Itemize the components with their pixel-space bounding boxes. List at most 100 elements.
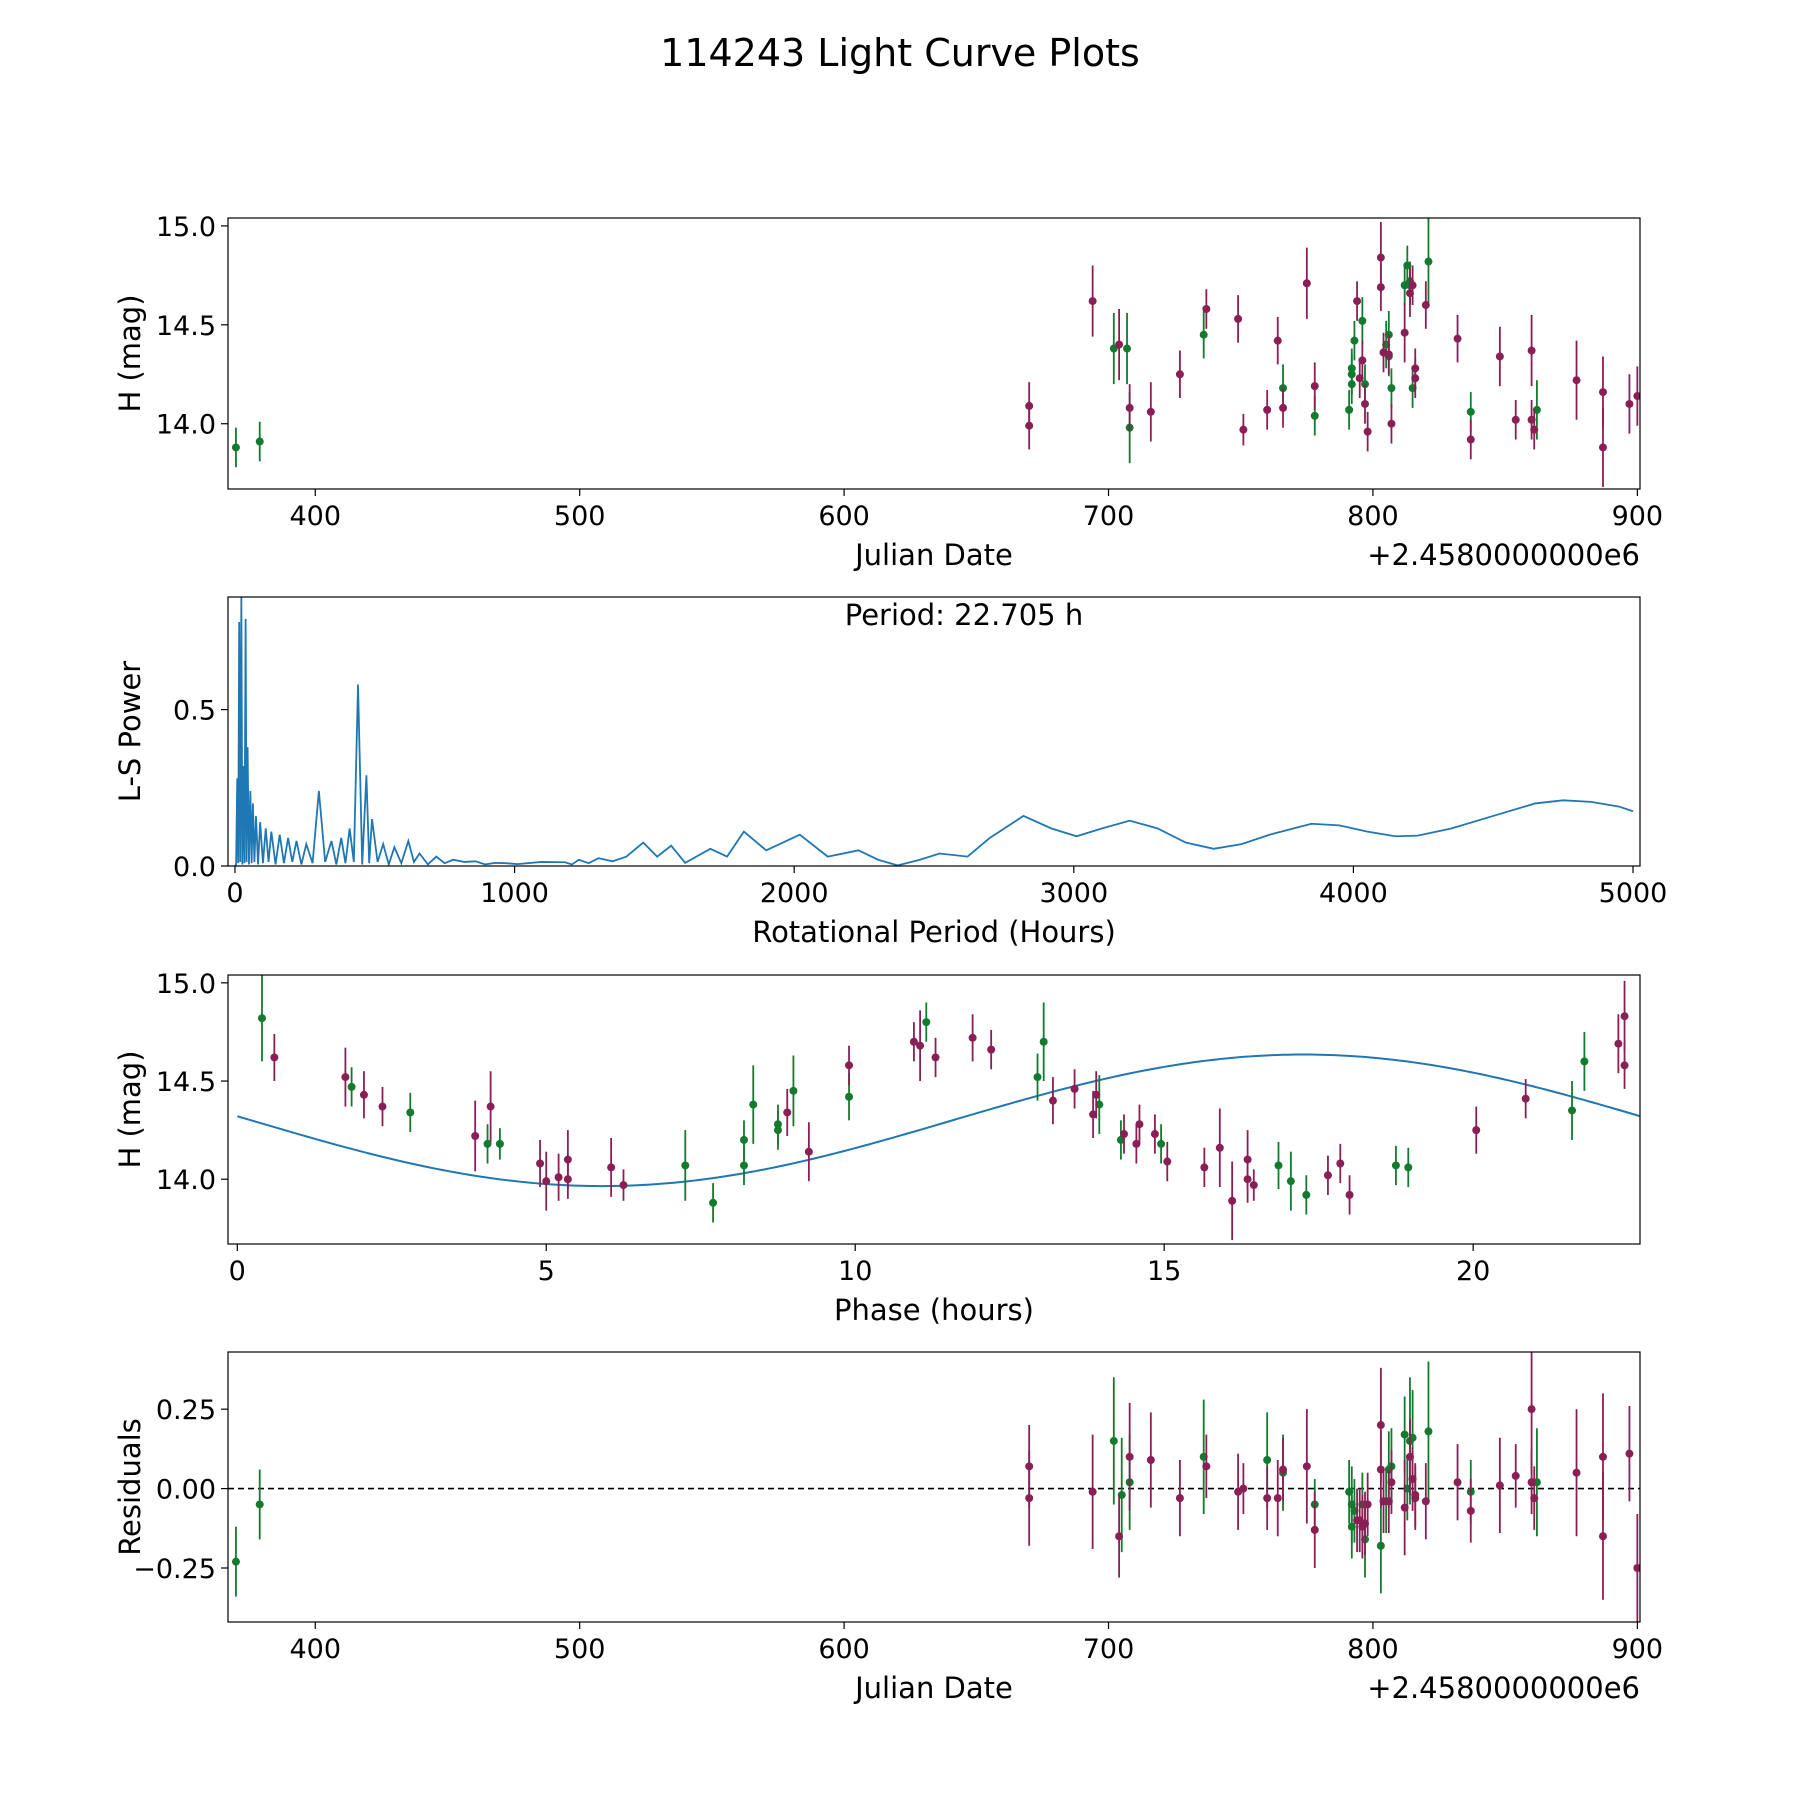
period-annotation: Period: 22.705 h <box>845 598 1084 632</box>
point-marker <box>563 1175 572 1184</box>
point-marker <box>1424 257 1433 266</box>
x-tick-label: 4000 <box>1319 878 1388 909</box>
data-point <box>1039 1002 1048 1082</box>
data-point <box>749 1065 758 1144</box>
data-point <box>347 1067 356 1107</box>
data-point <box>1249 1169 1258 1201</box>
point-marker <box>471 1132 480 1141</box>
data-point <box>1115 1494 1124 1578</box>
data-point <box>1580 1031 1589 1091</box>
data-point <box>1421 1463 1430 1540</box>
data-point <box>1598 1472 1607 1600</box>
residuals-plot-area <box>228 1352 1640 1622</box>
data-point <box>1453 314 1462 363</box>
point-marker <box>1048 1096 1057 1105</box>
data-point <box>359 1071 368 1119</box>
data-point <box>1376 263 1385 311</box>
point-marker <box>773 1126 782 1135</box>
point-marker <box>987 1045 996 1054</box>
x-tick-label: 400 <box>289 501 341 532</box>
data-point <box>1146 1412 1155 1508</box>
point-marker <box>1302 1190 1311 1199</box>
point-marker <box>1598 443 1607 452</box>
x-tick-label: 600 <box>818 501 870 532</box>
data-point <box>1202 1434 1211 1499</box>
data-point <box>471 1100 480 1172</box>
point-marker <box>1411 1490 1420 1499</box>
data-point <box>1175 1460 1184 1537</box>
x-tick-label: 1000 <box>480 878 549 909</box>
data-point <box>1353 281 1362 321</box>
point-marker <box>619 1181 628 1190</box>
data-point <box>789 1055 798 1127</box>
purple-series <box>1025 221 1640 488</box>
point-marker <box>1527 1405 1536 1414</box>
data-point <box>1175 350 1184 399</box>
data-point <box>1279 388 1288 428</box>
point-marker <box>1580 1057 1589 1066</box>
data-point <box>1530 409 1539 450</box>
y-tick-label: 0.25 <box>156 1395 216 1426</box>
data-point <box>1095 1075 1104 1135</box>
light-curve-panel: 400 500 600 700 800 900 14.0 14.5 15.0 Julian Dat… <box>113 212 1663 572</box>
data-point <box>1625 374 1634 434</box>
point-marker <box>1323 1171 1332 1180</box>
point-marker <box>1274 1161 1283 1170</box>
data-point <box>1495 1437 1504 1534</box>
data-point <box>1146 382 1155 442</box>
purple-series <box>270 980 1629 1241</box>
point-marker <box>681 1161 690 1170</box>
data-point <box>1466 419 1475 460</box>
point-marker <box>1421 301 1430 310</box>
data-point <box>1387 1450 1396 1514</box>
data-point <box>1633 1514 1640 1622</box>
point-marker <box>270 1053 279 1062</box>
data-point <box>1092 1071 1101 1119</box>
point-marker <box>845 1061 854 1070</box>
green-series <box>257 975 1589 1223</box>
point-marker <box>1625 1449 1634 1458</box>
data-point <box>1109 1377 1118 1505</box>
point-marker <box>1095 1100 1104 1109</box>
point-marker <box>1146 407 1155 416</box>
data-point <box>1400 1460 1409 1556</box>
point-marker <box>1336 1159 1345 1168</box>
data-point <box>931 1037 940 1078</box>
point-marker <box>1347 364 1356 373</box>
point-marker <box>1363 427 1372 436</box>
point-marker <box>1115 1532 1124 1541</box>
x-tick-label: 5 <box>538 1256 555 1287</box>
point-marker <box>1376 1541 1385 1550</box>
data-point <box>1263 1466 1272 1530</box>
data-point <box>231 1526 240 1597</box>
point-marker <box>1384 350 1393 359</box>
y-axis-label: H (mag) <box>113 1050 147 1168</box>
point-marker <box>1376 283 1385 292</box>
data-point <box>1302 1175 1311 1215</box>
data-point <box>1070 1069 1079 1109</box>
data-point <box>1089 1090 1098 1138</box>
point-marker <box>1614 1039 1623 1048</box>
data-point <box>1310 362 1319 410</box>
x-tick-label: 3000 <box>1039 878 1108 909</box>
point-marker <box>1033 1073 1042 1082</box>
point-marker <box>1421 1497 1430 1506</box>
point-marker <box>1025 1494 1034 1503</box>
point-marker <box>406 1108 415 1117</box>
data-point <box>554 1153 563 1201</box>
point-marker <box>1633 392 1640 401</box>
data-point <box>1530 1466 1539 1530</box>
data-point <box>1109 312 1118 385</box>
data-point <box>1633 366 1640 426</box>
data-point <box>619 1169 628 1201</box>
point-marker <box>1125 403 1134 412</box>
data-point <box>1376 1498 1385 1594</box>
periodogram-line <box>234 597 1634 866</box>
point-marker <box>1310 411 1319 420</box>
point-marker <box>1039 1037 1048 1046</box>
point-marker <box>1408 281 1417 290</box>
point-marker <box>1200 1163 1209 1172</box>
point-marker <box>1302 1462 1311 1471</box>
data-point <box>1263 390 1272 430</box>
